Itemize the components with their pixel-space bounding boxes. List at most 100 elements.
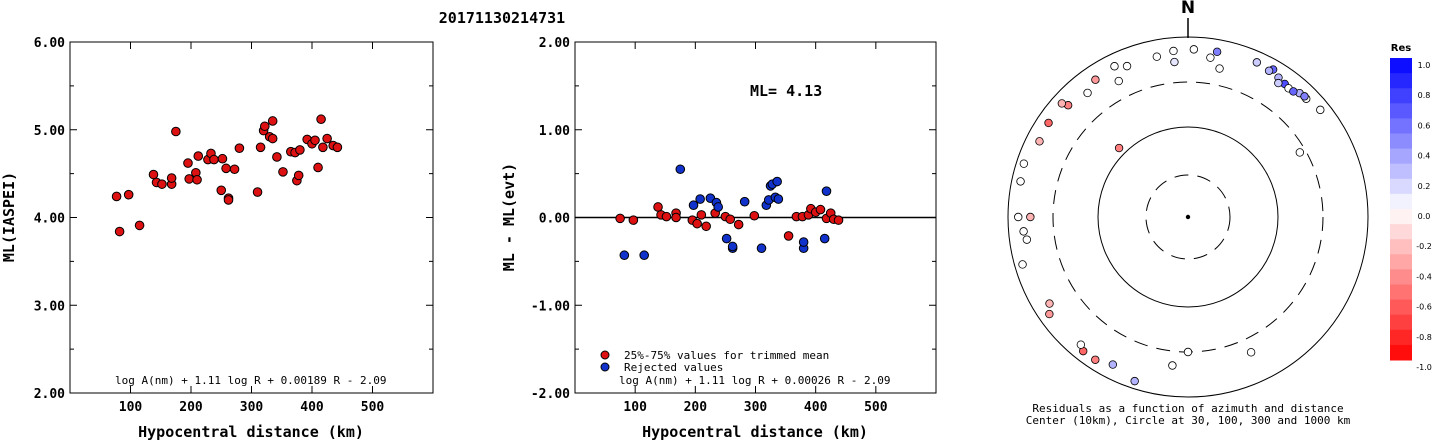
- colorbar-swatch: [1390, 133, 1412, 150]
- data-points: [111, 114, 343, 237]
- station-point: [1130, 376, 1139, 386]
- colorbar-tick-label: -0.6: [1416, 303, 1432, 312]
- data-point: [114, 226, 125, 237]
- colorbar-swatch: [1390, 73, 1412, 89]
- x-tick-label: 200: [179, 400, 203, 415]
- data-point: [739, 196, 750, 207]
- y-tick-label: 3.00: [34, 299, 65, 314]
- data-point: [713, 202, 723, 212]
- x-tick-label: 200: [684, 400, 708, 415]
- station-point: [1014, 212, 1023, 222]
- formula-label: log A(nm) + 1.11 log R + 0.00189 R - 2.0…: [115, 374, 387, 387]
- data-point: [833, 215, 844, 225]
- colorbar-swatch: [1390, 284, 1412, 301]
- data-point: [727, 241, 738, 252]
- north-label: N: [1181, 0, 1195, 18]
- colorbar-swatch: [1390, 148, 1412, 165]
- colorbar-swatch: [1390, 88, 1412, 104]
- station-point: [1168, 361, 1177, 370]
- circle-100km: [1097, 126, 1279, 308]
- colorbar-tick-label: 0.0: [1418, 212, 1431, 221]
- colorbar-swatch: [1390, 58, 1412, 74]
- data-point: [721, 233, 732, 244]
- data-point: [653, 202, 663, 212]
- colorbar-swatch: [1390, 103, 1412, 119]
- colorbar-swatch: [1390, 299, 1412, 316]
- station-point: [1114, 143, 1124, 153]
- data-point: [267, 133, 278, 144]
- data-point: [688, 200, 699, 211]
- data-point: [216, 185, 227, 196]
- x-tick-label: 400: [300, 400, 324, 415]
- data-point: [675, 164, 686, 175]
- data-point: [310, 135, 320, 146]
- data-point: [234, 143, 245, 153]
- circle-30km: [1145, 174, 1231, 260]
- data-point: [316, 114, 326, 125]
- station-point: [1289, 87, 1298, 96]
- x-tick-label: 100: [623, 400, 647, 415]
- y-tick-label: 0.00: [539, 212, 570, 227]
- colorbar-swatches: [1390, 58, 1412, 361]
- station-point: [1091, 75, 1100, 84]
- residual-vs-distance-panel: -2.00 -1.00 0.00 1.00 2.00 100 200 300 400 500 M…: [500, 36, 937, 441]
- y-tick-label: 2.00: [34, 387, 65, 402]
- station-point: [1114, 76, 1123, 86]
- station-point: [1295, 148, 1305, 157]
- data-point: [295, 145, 305, 155]
- data-point: [123, 189, 134, 200]
- data-point: [217, 153, 228, 164]
- station-point: [1246, 348, 1256, 357]
- data-point: [773, 194, 784, 204]
- data-point: [615, 213, 625, 224]
- legend-label-rejected: Rejected values: [624, 361, 723, 374]
- y-axis-ticks: 2.00 3.00 4.00 5.00 6.00: [34, 36, 433, 402]
- data-point: [157, 179, 167, 189]
- plot-frame: [69, 41, 434, 394]
- data-point: [628, 215, 639, 225]
- legend-marker-trimmed: [600, 350, 610, 360]
- station-point: [1252, 58, 1262, 67]
- data-point: [184, 174, 194, 184]
- station-point: [1169, 46, 1178, 56]
- station-point: [1045, 299, 1054, 308]
- data-point: [701, 221, 711, 232]
- data-point: [293, 170, 304, 181]
- y-tick-label: -1.00: [531, 299, 570, 314]
- formula-label: log A(nm) + 1.11 log R + 0.00026 R - 2.0…: [619, 374, 891, 387]
- colorbar-tick-label: 1.0: [1418, 61, 1431, 70]
- polar-caption-line2: Center (10km), Circle at 30, 100, 300 an…: [1026, 414, 1351, 427]
- data-point: [318, 142, 328, 153]
- x-tick-label: 500: [864, 400, 888, 415]
- station-point: [1057, 99, 1067, 108]
- colorbar-swatch: [1390, 163, 1412, 180]
- data-point: [749, 210, 760, 221]
- data-point: [221, 163, 231, 174]
- y-tick-label: -2.00: [531, 387, 570, 402]
- colorbar-swatch: [1390, 254, 1412, 270]
- station-point: [1274, 78, 1283, 88]
- data-point: [322, 133, 332, 144]
- data-point: [267, 116, 278, 126]
- station-point: [1206, 53, 1215, 62]
- data-point: [772, 176, 782, 187]
- station-point: [1183, 347, 1193, 357]
- data-point: [756, 243, 767, 254]
- data-point: [639, 250, 649, 261]
- station-point: [1076, 340, 1086, 349]
- legend: 25%-75% values for trimmed mean Rejected…: [600, 349, 829, 374]
- polar-caption-line1: Residuals as a function of azimuth and d…: [1032, 402, 1343, 415]
- station-point: [1019, 159, 1029, 168]
- station-point: [1122, 61, 1132, 71]
- station-points: [1014, 45, 1325, 386]
- data-point: [332, 142, 343, 153]
- station-point: [1016, 177, 1025, 186]
- colorbar-swatch: [1390, 239, 1412, 255]
- colorbar-swatch: [1390, 193, 1412, 210]
- colorbar-swatch: [1390, 344, 1412, 361]
- data-point: [171, 126, 181, 137]
- station-point: [1045, 309, 1054, 319]
- colorbar-swatch: [1390, 329, 1412, 346]
- colorbar-labels: 1.0 0.8 0.6 0.4 0.2 0.0 -0.2 -0.4 -0.6 -0.8 -1.0: [1416, 61, 1432, 372]
